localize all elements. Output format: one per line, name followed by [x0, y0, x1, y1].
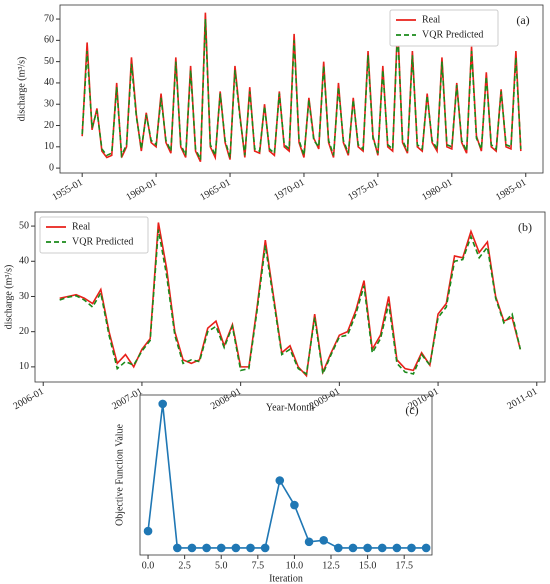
x-tick-label: 1980-01	[420, 177, 454, 203]
point	[290, 500, 299, 510]
point	[377, 543, 387, 553]
x-tick-label: 15.0	[359, 560, 377, 571]
y-tick-label: 30	[19, 291, 29, 302]
y-tick-label: 60	[44, 35, 54, 46]
point	[216, 543, 226, 553]
panel-label: (b)	[518, 220, 532, 234]
x-tick-label: 2006-01	[11, 386, 45, 412]
plot-frame	[59, 4, 544, 174]
x-tick-label: 2008-01	[209, 386, 243, 412]
x-axis-label: Year-Month	[266, 402, 314, 413]
point	[231, 543, 241, 553]
y-tick-label: 50	[44, 56, 54, 67]
point	[173, 543, 182, 553]
point	[334, 543, 343, 553]
x-tick-label: 2007-01	[110, 386, 144, 412]
legend: Real VQR Predicted	[389, 9, 499, 47]
point	[202, 543, 211, 553]
x-tick-label: 1970-01	[272, 177, 306, 203]
series-line	[147, 403, 427, 549]
plot-frame	[34, 211, 546, 383]
x-tick-label: 10.0	[286, 560, 304, 571]
y-tick-label: 20	[44, 120, 54, 131]
point	[392, 543, 402, 553]
x-tick-label: 2.5	[178, 560, 191, 571]
point	[304, 537, 314, 547]
legend-box	[39, 216, 149, 254]
panel: 0.0 2.5 5.0 7.5 10.0 12.5 15.0 17.5 Objective Fu…	[114, 394, 433, 584]
x-tick-label: 12.5	[322, 560, 340, 571]
y-tick-label: 40	[19, 256, 29, 267]
y-tick-label: 70	[44, 13, 54, 24]
point	[407, 543, 416, 553]
legend: Real VQR Predicted	[39, 216, 149, 254]
legend-box	[389, 9, 499, 47]
point	[158, 399, 167, 409]
legend-label: VQR Predicted	[72, 236, 133, 247]
x-tick-label: 7.5	[252, 560, 265, 571]
x-axis-label: Iteration	[269, 573, 303, 584]
series-line	[81, 19, 522, 160]
panel-label: (c)	[405, 403, 418, 417]
x-tick-label: 1985-01	[494, 177, 528, 203]
x-tick-label: 1965-01	[198, 177, 232, 203]
y-tick-label: 0	[49, 162, 54, 173]
x-tick-label: 1955-01	[50, 177, 84, 203]
panel: 0 10 20 30 40 50 60 70 1955-01 1960-01 1965-01 1970…	[16, 4, 544, 203]
x-tick-label: 5.0	[215, 560, 228, 571]
point	[275, 476, 285, 485]
panel-label: (a)	[516, 13, 529, 27]
x-tick-label: 1960-01	[124, 177, 158, 203]
y-tick-label: 30	[44, 99, 54, 110]
series-line	[59, 229, 522, 377]
legend-label: VQR Predicted	[422, 29, 483, 40]
point	[348, 543, 358, 553]
point	[143, 526, 153, 536]
y-tick-label: 20	[19, 326, 29, 337]
y-axis-label: discharge (m³/s)	[16, 57, 27, 122]
point	[363, 543, 372, 553]
legend-label: Real	[72, 221, 91, 232]
y-axis-label: discharge (m³/s)	[3, 265, 14, 330]
x-tick-label: 0.0	[142, 560, 155, 571]
point	[246, 543, 255, 553]
x-tick-label: 17.5	[395, 560, 413, 571]
y-tick-label: 40	[44, 77, 54, 88]
x-tick-label: 2011-01	[505, 386, 539, 412]
point	[187, 543, 197, 553]
x-tick-label: 1975-01	[346, 177, 380, 203]
y-axis-label: Objective Function Value	[114, 423, 125, 526]
point	[319, 535, 328, 545]
point	[421, 543, 431, 553]
plot-frame	[139, 394, 433, 556]
y-tick-label: 50	[19, 220, 29, 231]
y-tick-label: 10	[44, 141, 54, 152]
legend-label: Real	[422, 14, 441, 25]
point	[260, 543, 270, 553]
y-tick-label: 10	[19, 361, 29, 372]
